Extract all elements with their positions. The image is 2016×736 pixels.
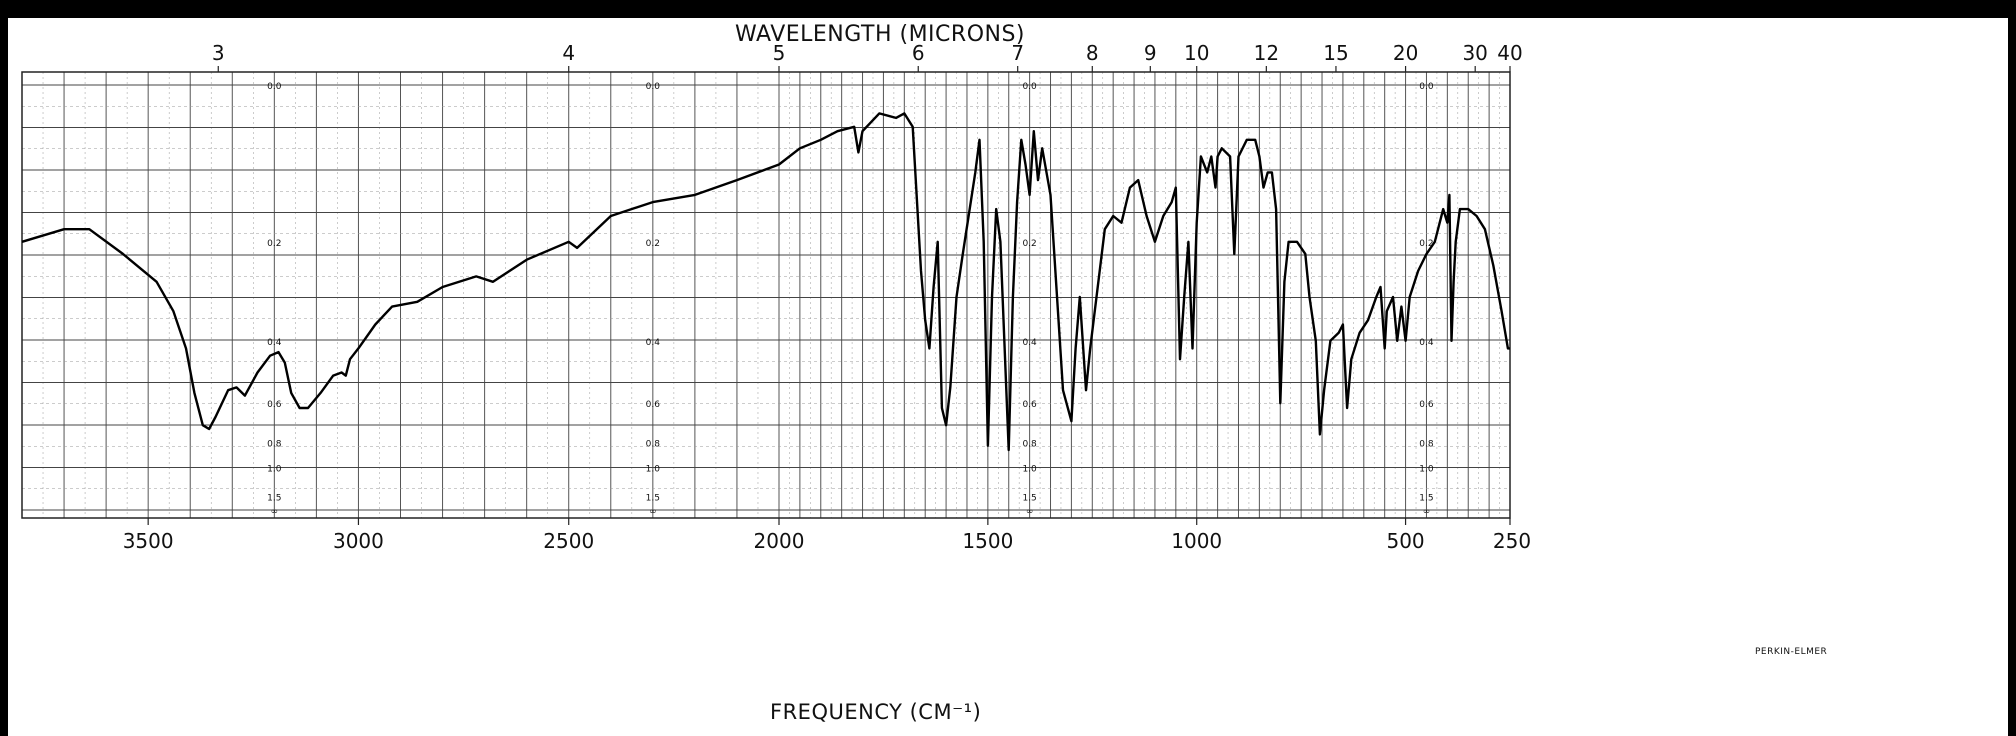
absorbance-label: 0.2 [267,239,281,249]
absorbance-label: 0.0 [646,82,661,92]
minor-grid [21,72,1511,518]
bottom-tick-label: 3500 [123,529,174,553]
bottom-tick-label: 250 [1493,529,1531,553]
top-tick-label: 30 [1462,41,1487,65]
brand-label: PERKIN-ELMER [1755,647,1828,657]
top-tick-label: 3 [212,41,225,65]
top-tick-label: 15 [1323,41,1348,65]
top-tick-label: 20 [1393,41,1418,65]
top-tick-label: 7 [1011,41,1024,65]
top-tick-label: 9 [1144,41,1157,65]
absorbance-label: 0.4 [1022,338,1037,348]
absorbance-label: 1.5 [267,494,281,504]
absorbance-label: 0.0 [267,82,282,92]
bottom-tick-label: 500 [1386,529,1424,553]
bottom-tick-label: 1500 [962,529,1013,553]
major-grid [22,84,1510,511]
absorbance-label: ∞ [649,507,657,517]
absorbance-label: 0.0 [1022,82,1037,92]
absorbance-label: 1.5 [1419,494,1433,504]
top-tick-label: 40 [1497,41,1522,65]
top-tick-label: 8 [1086,41,1099,65]
absorbance-label: 0.2 [1419,239,1433,249]
absorbance-label: ∞ [1026,507,1034,517]
absorbance-label: 0.8 [1419,440,1434,450]
absorbance-label: 0.6 [646,400,661,410]
left-border [0,0,8,736]
absorbance-label: 1.5 [646,494,660,504]
absorbance-label: 0.4 [267,338,282,348]
right-border [2008,0,2016,736]
absorbance-label: 0.2 [646,239,660,249]
absorbance-label: 0.6 [1022,400,1037,410]
absorbance-label: 0.2 [1022,239,1036,249]
plot-frame [21,71,1511,519]
bottom-tick-label: 3000 [333,529,384,553]
absorbance-label: 0.6 [267,400,282,410]
top-axis-ticks: 3 4 5 6 7 8 9 10 12 15 20 30 40 [212,41,1523,72]
bottom-axis-title: FREQUENCY (CM⁻¹) [770,700,982,724]
spectrum-trace [21,112,1510,452]
absorbance-label: 0.4 [646,338,661,348]
top-tick-label: 10 [1184,41,1209,65]
bottom-tick-label: 2000 [754,529,805,553]
top-tick-label: 5 [773,41,786,65]
top-border [0,0,2016,18]
absorbance-label: 0.6 [1419,400,1434,410]
absorbance-label: ∞ [1423,507,1431,517]
absorbance-label: 0.8 [1022,440,1037,450]
bottom-tick-label: 2500 [543,529,594,553]
absorbance-label: 1.0 [1419,465,1434,475]
absorbance-label: 0.8 [646,440,661,450]
absorbance-label: 0.0 [1419,82,1434,92]
absorbance-label: 1.5 [1022,494,1036,504]
bottom-axis-ticks: 3500 3000 2500 2000 1500 1000 500 250 [123,518,1531,553]
absorbance-label: ∞ [271,507,279,517]
top-tick-label: 4 [562,41,575,65]
absorbance-label: 1.0 [1022,465,1037,475]
top-axis-title: WAVELENGTH (MICRONS) [735,22,1026,47]
absorbance-labels: 0.0 0.2 0.4 0.6 0.8 1.0 1.5 ∞ 0.0 0.2 0.4 0.6 0.8 1.0… [267,82,1434,517]
top-tick-label: 12 [1254,41,1279,65]
absorbance-label: 0.8 [267,440,282,450]
absorbance-label: 1.0 [267,465,282,475]
absorbance-label: 0.4 [1419,338,1434,348]
absorbance-label: 1.0 [646,465,661,475]
top-tick-label: 6 [912,41,925,65]
bottom-tick-label: 1000 [1171,529,1222,553]
